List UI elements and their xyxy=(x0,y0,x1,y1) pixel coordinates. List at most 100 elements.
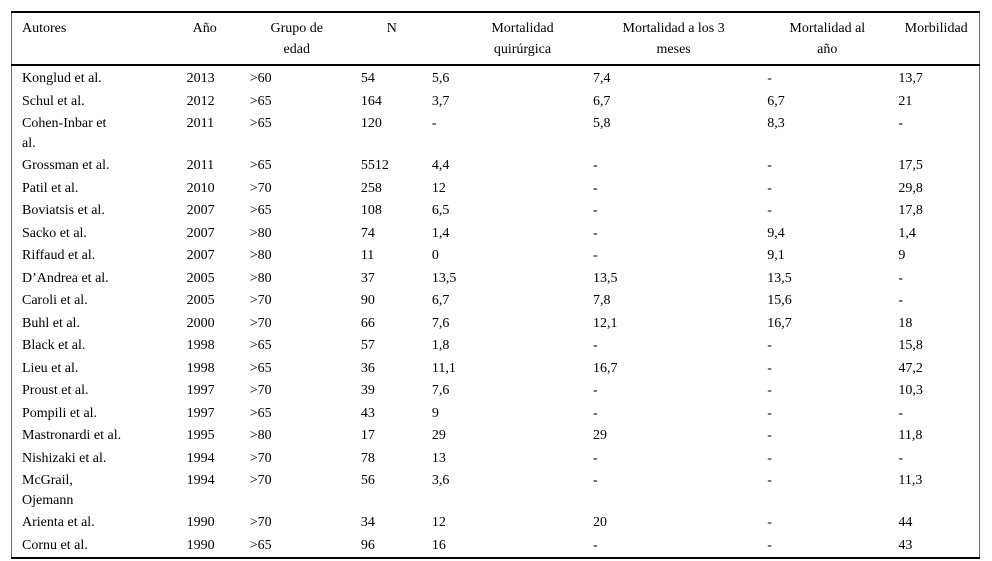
table-row: Schul et al. 2012 >65 164 3,7 6,7 6,7 21 xyxy=(12,90,980,113)
table-cell: 2005 xyxy=(186,270,215,286)
table-cell: 15,8 xyxy=(898,338,923,353)
table-cell: 43 xyxy=(360,405,375,421)
table-cell: >70 xyxy=(249,450,272,466)
table-cell: >70 xyxy=(249,180,272,196)
table-row: Sacko et al. 2007 >80 74 1,4 - 9,4 1,4 xyxy=(12,222,980,245)
table-cell: >70 xyxy=(249,383,272,398)
table-cell: 16 xyxy=(431,537,446,553)
table-cell: - xyxy=(593,248,598,263)
table-cell: 2013 xyxy=(186,71,215,86)
table-cell: - xyxy=(898,405,904,421)
table-cell: 74 xyxy=(360,225,375,241)
table-cell: - xyxy=(767,383,772,398)
table-cell: 7,4 xyxy=(593,71,611,86)
table-body: Konglud et al. 2013 >60 54 5,6 7,4-13,7 Schul … xyxy=(12,65,980,558)
table-cell: Riffaud et al. xyxy=(22,248,96,263)
table-cell: 3,6 xyxy=(431,473,450,488)
table-cell: 29 xyxy=(593,428,608,443)
table-cell: >65 xyxy=(249,360,272,376)
table-row: Boviatsis et al. 2007 >65 108 6,5 - - 17,8 xyxy=(12,200,980,223)
table-cell: 7,8 xyxy=(593,293,611,308)
table-cell: >70 xyxy=(249,515,272,530)
table-cell: 37 xyxy=(360,270,375,286)
table-row: Arienta et al. 1990 >70 34 12 20 - 44 xyxy=(12,512,980,535)
table-cell: 3,7 xyxy=(431,93,450,109)
table-cell: - xyxy=(767,405,772,421)
table-cell: 4,4 xyxy=(431,158,450,173)
table-row: Pompili et al. 1997 >65 43 9 - - - xyxy=(12,402,980,425)
table-cell: 11,8 xyxy=(898,428,923,443)
table-cell: - xyxy=(767,515,772,530)
table-cell: 39 xyxy=(360,383,375,398)
table-cell: 11 xyxy=(360,248,375,263)
table-cell: 5,6 xyxy=(431,71,450,86)
table-cell: 1990 xyxy=(186,537,215,553)
table-cell: 96 xyxy=(360,537,375,553)
table-cell: >80 xyxy=(249,248,272,263)
table-cell: 90 xyxy=(360,293,375,308)
table-cell: - xyxy=(593,180,598,196)
table-cell: 11,1 xyxy=(431,360,456,376)
table-cell: 16,7 xyxy=(767,315,792,331)
table-row: Lieu et al. 1998 >65 36 11,1 16,7 - 47,2 xyxy=(12,357,980,380)
table-cell: 15,6 xyxy=(767,293,792,308)
table-cell: 16,7 xyxy=(593,360,618,376)
table-cell: - xyxy=(767,158,772,173)
table-cell: 1994 xyxy=(186,473,215,488)
table-cell: 29,8 xyxy=(898,180,923,196)
table-header: Autores Año Grupo de edad N Mortalidad quirú… xyxy=(11,12,980,66)
table-cell: 57 xyxy=(360,338,375,353)
table-cell: D’Andrea et al. xyxy=(22,270,109,286)
table-row: Black et al. 1998 >65 57 1,8 - - 15,8 xyxy=(12,335,980,358)
table-cell: >65 xyxy=(249,158,272,173)
table-cell: - xyxy=(767,537,772,553)
table-cell: 9,1 xyxy=(767,248,785,263)
table-cell: 13 xyxy=(431,450,446,466)
table-row: Caroli et al. 2005 >70 90 6,7 7,8 15,6 - xyxy=(12,290,980,313)
table-cell: >65 xyxy=(249,338,272,353)
table-cell: 11,3 xyxy=(898,473,923,488)
table-cell: 6,5 xyxy=(431,203,450,218)
table-cell: 10,3 xyxy=(898,383,923,398)
table-cell: - xyxy=(593,383,598,398)
table-cell: 1998 xyxy=(186,338,215,353)
table-cell: 1994 xyxy=(186,450,215,466)
column-header: Autores xyxy=(11,12,177,66)
table-cell: Nishizaki et al. xyxy=(22,450,107,466)
table-cell: - xyxy=(767,338,772,353)
column-header: Mortalidad quirúrgica xyxy=(422,12,587,66)
table-cell: 2011 xyxy=(186,158,215,173)
table-cell: 21 xyxy=(898,93,913,109)
column-header: Año xyxy=(176,12,233,66)
table-cell: - xyxy=(767,360,772,376)
table-cell: McGrail, Ojemann xyxy=(22,473,74,508)
table-cell: - xyxy=(593,225,598,241)
table-cell: Schul et al. xyxy=(22,93,85,109)
table-row: Buhl et al. 2000 >70 66 7,6 12,1 16,7 18 xyxy=(12,312,980,335)
table-cell: - xyxy=(767,203,772,218)
column-header: Mortalidad a los 3 meses xyxy=(586,12,762,66)
table-cell: 258 xyxy=(360,180,382,196)
table-cell: 12 xyxy=(431,180,446,196)
table-cell: 43 xyxy=(898,537,913,553)
table-cell: 78 xyxy=(360,450,375,466)
table-cell: 1995 xyxy=(186,428,215,443)
table-cell: 2007 xyxy=(186,248,215,263)
table-cell: 1,8 xyxy=(431,338,450,353)
table-cell: 66 xyxy=(360,315,375,331)
table-cell: 54 xyxy=(360,71,375,86)
table-cell: Grossman et al. xyxy=(22,158,110,173)
table-cell: 44 xyxy=(898,515,913,530)
table-cell: 5,8 xyxy=(593,116,611,131)
mortality-studies-table: Autores Año Grupo de edad N Mortalidad quirú… xyxy=(11,11,980,559)
table-cell: 5512 xyxy=(360,158,389,173)
table-cell: >80 xyxy=(249,270,272,286)
column-header: N xyxy=(360,12,423,66)
table-cell: 17,5 xyxy=(898,158,923,173)
table-cell: 20 xyxy=(593,515,608,530)
table-cell: >70 xyxy=(249,315,272,331)
table-cell: Konglud et al. xyxy=(22,71,102,86)
table-cell: Pompili et al. xyxy=(22,405,98,421)
table-cell: 13,5 xyxy=(767,270,792,286)
